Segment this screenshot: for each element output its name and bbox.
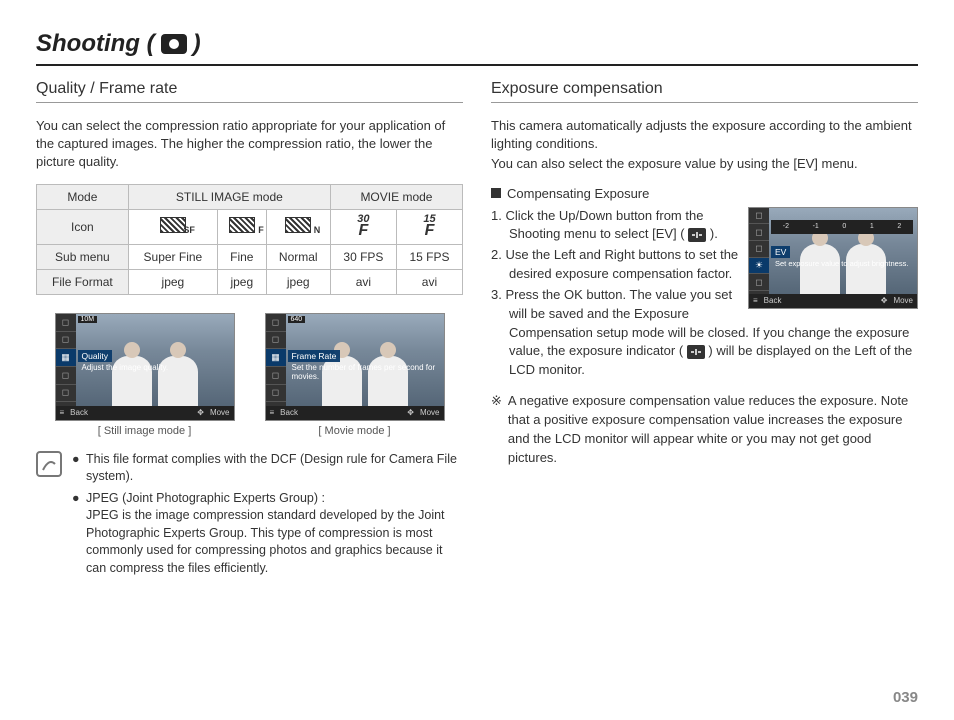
move-icon: ✥	[407, 408, 414, 417]
cell: Super Fine	[128, 244, 217, 269]
quality-table: Mode STILL IMAGE mode MOVIE mode Icon SF…	[36, 184, 463, 295]
compensating-label: Compensating Exposure	[507, 186, 649, 201]
shot-still-label2: Adjust the image quality.	[78, 362, 173, 373]
left-column: Quality / Frame rate You can select the …	[36, 80, 463, 581]
menu-icon: ≡	[753, 296, 758, 305]
screenshot-movie: ◻◻▦◻◻◻ 640 Frame Rate Set the number of …	[265, 313, 445, 421]
cell: 30 FPS	[330, 244, 396, 269]
shot-still-badge: 10M	[78, 316, 98, 323]
title-prefix: Shooting (	[36, 30, 155, 58]
note-2-body: JPEG is the image compression standard d…	[86, 508, 445, 575]
cell: avi	[330, 269, 396, 294]
shot-movie-label2: Set the number of frames per second for …	[288, 362, 444, 382]
icon-superfine: SF	[128, 209, 217, 244]
table-row: Mode STILL IMAGE mode MOVIE mode	[37, 184, 463, 209]
cell: jpeg	[218, 269, 267, 294]
cell: jpeg	[266, 269, 330, 294]
move-icon: ✥	[197, 408, 204, 417]
notes: ●This file format complies with the DCF …	[72, 451, 463, 582]
note-text: A negative exposure compensation value r…	[508, 392, 918, 467]
table-row: Sub menu Super Fine Fine Normal 30 FPS 1…	[37, 244, 463, 269]
title-suffix: )	[193, 30, 201, 58]
icon-normal: N	[266, 209, 330, 244]
th-submenu: Sub menu	[37, 244, 129, 269]
ev-label1: EV	[771, 246, 790, 258]
screenshot-ev: ◻◻◻☀◻◻ -2 -1 0 1 2 EV Set exposure value…	[748, 207, 918, 309]
th-mode: Mode	[37, 184, 129, 209]
note-icon	[36, 451, 62, 477]
exposure-intro2: You can also select the exposure value b…	[491, 155, 918, 173]
shot-movie-caption: [ Movie mode ]	[265, 425, 445, 437]
icon-30fps: 30F	[330, 209, 396, 244]
cell: avi	[396, 269, 462, 294]
page-title: Shooting ( )	[36, 30, 918, 66]
menu-icon: ≡	[60, 408, 65, 417]
back-label: Back	[280, 408, 298, 417]
th-still: STILL IMAGE mode	[128, 184, 330, 209]
cell: Fine	[218, 244, 267, 269]
back-label: Back	[764, 296, 782, 305]
quality-intro: You can select the compression ratio app…	[36, 117, 463, 172]
table-row: Icon SF F N 30F 15F	[37, 209, 463, 244]
th-icon: Icon	[37, 209, 129, 244]
note-2-head: JPEG (Joint Photographic Experts Group) …	[86, 491, 325, 505]
square-bullet-icon	[491, 188, 501, 198]
move-icon: ✥	[881, 296, 888, 305]
ev-icon	[688, 228, 706, 242]
cell: Normal	[266, 244, 330, 269]
cell: 15 FPS	[396, 244, 462, 269]
shot-movie-label1: Frame Rate	[288, 350, 341, 362]
camera-icon	[161, 34, 187, 54]
ev-icon	[687, 345, 705, 359]
shot-still-wrap: ◻◻▦◻◻◻ 10M Quality Adjust the image qual…	[55, 313, 235, 437]
move-label: Move	[420, 408, 440, 417]
note-symbol: ※	[491, 392, 502, 467]
right-column: Exposure compensation This camera automa…	[491, 80, 918, 581]
move-label: Move	[210, 408, 230, 417]
ev-label2: Set exposure value to adjust brightness.	[771, 258, 912, 269]
section-exposure-title: Exposure compensation	[491, 80, 918, 103]
th-format: File Format	[37, 269, 129, 294]
icon-fine: F	[218, 209, 267, 244]
ev-scale: -2 -1 0 1 2	[771, 220, 913, 234]
move-label: Move	[893, 296, 913, 305]
table-row: File Format jpeg jpeg jpeg avi avi	[37, 269, 463, 294]
exposure-intro1: This camera automatically adjusts the ex…	[491, 117, 918, 153]
cell: jpeg	[128, 269, 217, 294]
icon-15fps: 15F	[396, 209, 462, 244]
screenshot-still: ◻◻▦◻◻◻ 10M Quality Adjust the image qual…	[55, 313, 235, 421]
shot-still-caption: [ Still image mode ]	[55, 425, 235, 437]
menu-icon: ≡	[270, 408, 275, 417]
shot-movie-badge: 640	[288, 316, 306, 323]
th-movie: MOVIE mode	[330, 184, 462, 209]
shot-movie-wrap: ◻◻▦◻◻◻ 640 Frame Rate Set the number of …	[265, 313, 445, 437]
page-number: 039	[893, 689, 918, 706]
shot-still-label1: Quality	[78, 350, 112, 362]
exposure-note: ※ A negative exposure compensation value…	[491, 392, 918, 467]
back-label: Back	[70, 408, 88, 417]
section-quality-title: Quality / Frame rate	[36, 80, 463, 103]
compensating-head: Compensating Exposure	[491, 186, 918, 201]
note-1: This file format complies with the DCF (…	[86, 451, 463, 486]
